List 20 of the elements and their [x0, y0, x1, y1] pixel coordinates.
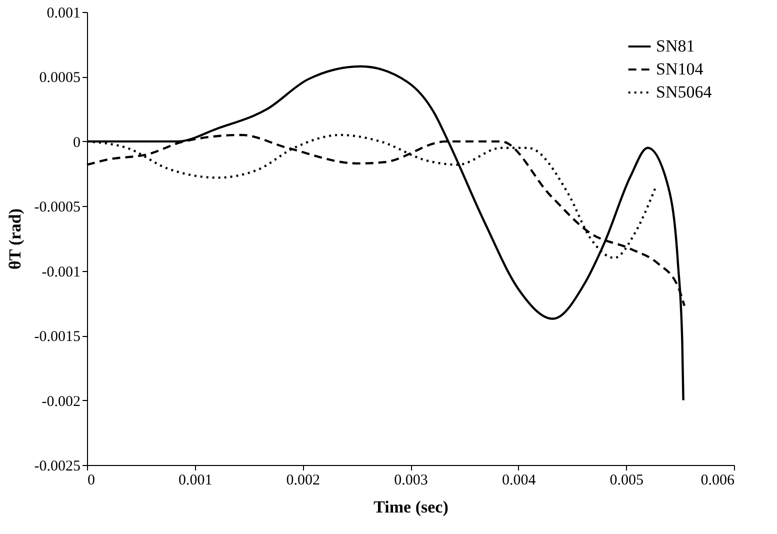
x-tick-label: 0.001	[178, 472, 212, 488]
x-tick-label: 0.005	[610, 472, 644, 488]
x-tick-label: 0.004	[502, 472, 536, 488]
y-tick-label: -0.0015	[34, 329, 80, 346]
y-tick-label: -0.002	[42, 394, 80, 410]
legend-label: SN5064	[656, 82, 712, 102]
y-axis-title: θT (rad)	[5, 208, 24, 270]
y-tick-label: 0.0005	[39, 70, 80, 86]
legend-label: SN104	[656, 60, 704, 78]
y-tick-label: -0.0005	[34, 200, 80, 216]
x-tick-label: 0.002	[286, 472, 320, 488]
x-tick-label: 0.003	[394, 472, 428, 488]
y-tick-label: -0.0025	[34, 458, 80, 474]
y-tick-label: 0	[73, 134, 80, 151]
x-tick-label: 0	[88, 472, 95, 488]
y-tick-label: -0.001	[42, 264, 80, 280]
x-axis-title: Time (sec)	[374, 498, 448, 516]
y-tick-label: 0.001	[46, 6, 80, 22]
x-tick-label: 0.006	[700, 472, 735, 488]
legend-label: SN81	[656, 36, 695, 56]
